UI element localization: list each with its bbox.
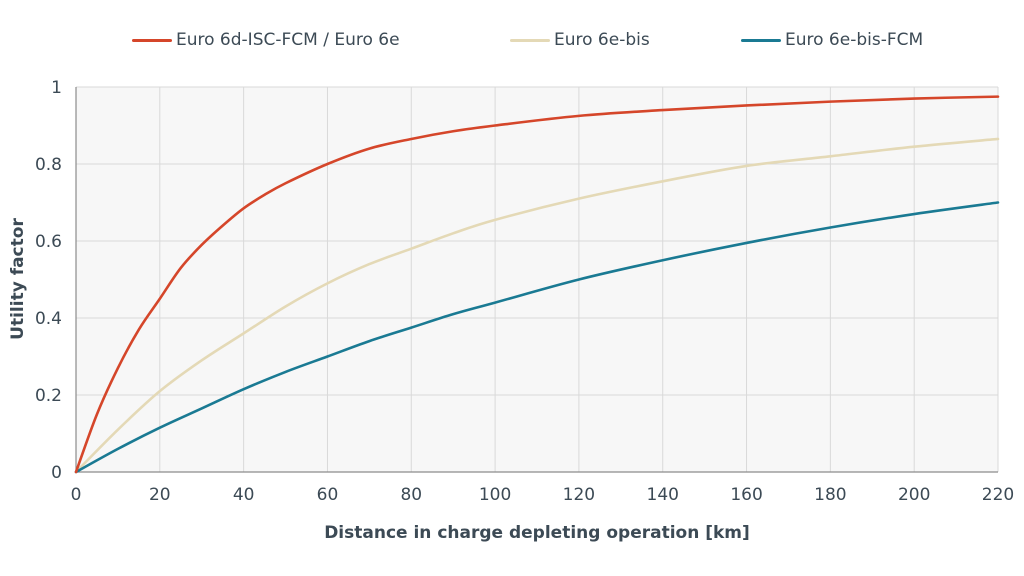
axes [75,87,998,473]
y-tick-label: 1 [51,78,62,98]
x-tick-label: 140 [647,485,679,505]
legend-swatch-euro-6d-isc-fcm [132,38,172,42]
series-line-euro-6e-bis [74,137,1000,474]
legend-label-euro-6e-bis: Euro 6e-bis [554,30,650,50]
legend-item-euro-6d-isc-fcm: Euro 6d-ISC-FCM / Euro 6e [132,26,400,54]
x-tick-label: 100 [479,485,511,505]
y-axis-title: Utility factor [8,218,28,340]
x-tick-label: 220 [982,485,1014,505]
x-tick-label: 160 [730,485,762,505]
x-tick-label: 20 [149,485,171,505]
legend-swatch-euro-6e-bis-fcm [741,38,781,42]
y-tick-label: 0.6 [35,232,62,252]
series-line-euro-6d-isc-fcm [74,95,1000,474]
legend-item-euro-6e-bis-fcm: Euro 6e-bis-FCM [741,26,923,54]
x-tick-label: 0 [71,485,82,505]
legend-label-euro-6d-isc-fcm: Euro 6d-ISC-FCM / Euro 6e [176,30,400,50]
x-tick-label: 60 [317,485,339,505]
legend-item-euro-6e-bis: Euro 6e-bis [510,26,650,54]
x-tick-label: 180 [814,485,846,505]
y-tick-label: 0.4 [35,309,62,329]
plot-area [76,87,998,472]
x-tick-label: 40 [233,485,255,505]
series-lines [74,95,1000,474]
legend-swatch-euro-6e-bis [510,38,550,42]
x-tick-label: 80 [400,485,422,505]
legend: Euro 6d-ISC-FCM / Euro 6e Euro 6e-bis Eu… [0,26,1024,54]
x-tick-label: 200 [898,485,930,505]
x-axis-title: Distance in charge depleting operation [… [324,523,750,543]
tick-labels: 0 20 40 60 80 100 120 140 160 180 200 220 0 0.2 0.4 0.6… [35,78,1014,505]
y-tick-label: 0.2 [35,386,62,406]
y-tick-label: 0.8 [35,155,62,175]
series-line-euro-6e-bis-fcm [74,201,1000,474]
x-tick-label: 120 [563,485,595,505]
y-tick-label: 0 [51,463,62,483]
legend-label-euro-6e-bis-fcm: Euro 6e-bis-FCM [785,30,924,50]
